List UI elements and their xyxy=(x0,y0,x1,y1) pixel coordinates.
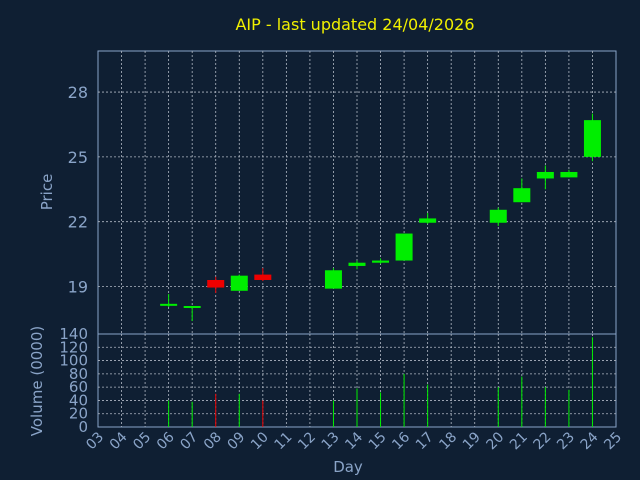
candle-body xyxy=(348,262,366,266)
volume-tick-label: 80 xyxy=(69,365,88,383)
candle-body xyxy=(583,120,601,157)
x-tick-label: 12 xyxy=(295,429,319,453)
x-tick-label: 20 xyxy=(483,429,507,453)
x-tick-label: 13 xyxy=(319,429,343,453)
x-tick-label: 05 xyxy=(130,429,154,453)
candle-body xyxy=(536,171,554,179)
x-tick-label: 10 xyxy=(248,429,272,453)
x-tick-label: 18 xyxy=(436,429,460,453)
candle-body xyxy=(160,303,178,306)
candle-body xyxy=(230,275,248,291)
volume-tick-label: 20 xyxy=(69,405,88,423)
x-tick-label: 21 xyxy=(507,429,531,453)
x-tick-label: 09 xyxy=(224,429,248,453)
x-tick-label: 14 xyxy=(342,429,366,453)
x-axis-label: Day xyxy=(333,458,363,476)
x-tick-label: 08 xyxy=(201,429,225,453)
x-tick-label: 15 xyxy=(366,429,390,453)
candle-body xyxy=(207,279,225,288)
candle-body xyxy=(513,188,531,203)
chart-title: AIP - last updated 24/04/2026 xyxy=(235,15,474,34)
volume-axis-label: Volume (0000) xyxy=(28,326,46,436)
x-tick-label: 23 xyxy=(554,429,578,453)
volume-bar-series xyxy=(168,337,593,427)
candle-body xyxy=(183,305,201,308)
volume-tick-label: 40 xyxy=(69,391,88,409)
x-tick-label: 11 xyxy=(272,429,296,453)
candle-body xyxy=(419,218,437,223)
price-y-ticks: 19 22 25 28 xyxy=(68,83,88,296)
price-tick-label: 19 xyxy=(68,277,88,296)
x-tick-label: 24 xyxy=(578,429,602,453)
price-gridlines xyxy=(98,51,616,334)
volume-tick-label: 100 xyxy=(59,352,88,370)
candle-body xyxy=(372,260,390,263)
candle-body xyxy=(395,233,413,261)
candle-body xyxy=(324,270,342,289)
x-tick-label: 04 xyxy=(107,429,131,453)
x-tick-label: 17 xyxy=(413,429,437,453)
x-tick-label: 19 xyxy=(460,429,484,453)
price-axis-label: Price xyxy=(38,174,56,211)
price-panel: 19 22 25 28 xyxy=(68,50,617,335)
x-axis-ticks: 03 04 05 06 07 08 09 10 11 12 13 14 15 16 17 18 19 20 21 22… xyxy=(83,429,625,453)
volume-tick-label: 0 xyxy=(78,418,88,436)
candle-body xyxy=(489,209,507,223)
price-tick-label: 25 xyxy=(68,148,88,167)
volume-tick-label: 120 xyxy=(59,338,88,356)
x-tick-label: 06 xyxy=(154,429,178,453)
volume-tick-label: 60 xyxy=(69,378,88,396)
candlestick-series xyxy=(160,113,601,322)
price-tick-label: 22 xyxy=(68,213,88,232)
candle-body xyxy=(560,171,578,178)
price-tick-label: 28 xyxy=(68,83,88,102)
x-tick-label: 25 xyxy=(601,429,625,453)
x-tick-label: 16 xyxy=(389,429,413,453)
x-tick-label: 07 xyxy=(177,429,201,453)
x-tick-label: 22 xyxy=(531,429,555,453)
candle-body xyxy=(254,274,272,280)
volume-tick-label: 140 xyxy=(59,325,88,343)
